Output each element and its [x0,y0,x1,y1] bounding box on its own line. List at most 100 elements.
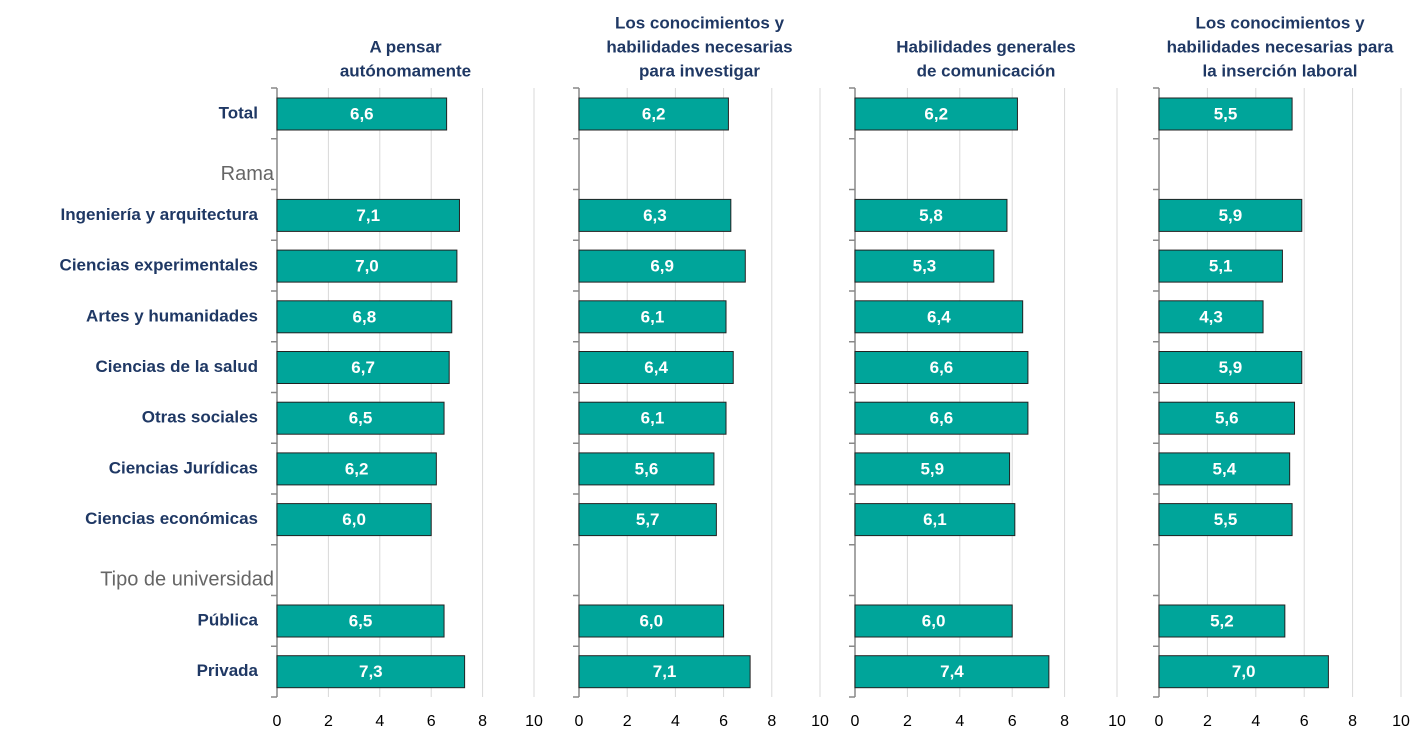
panel-title: Los conocimientos y [615,13,785,32]
panel-title: A pensar [369,37,442,56]
panel-title: la inserción laboral [1203,61,1358,80]
bar [578,503,717,537]
x-tick-label: 2 [324,713,333,730]
x-tick-label: 6 [719,713,728,730]
x-tick-label: 8 [478,713,487,730]
data-label: 6,4 [927,307,951,326]
category-label: Pública [198,610,259,629]
data-label: 5,6 [635,459,659,478]
data-label: 5,8 [919,206,943,225]
bar [1158,401,1296,435]
data-label: 6,5 [349,611,373,630]
x-tick-label: 4 [671,713,680,730]
x-tick-label: 8 [1348,713,1357,730]
data-label: 5,6 [1215,409,1239,428]
category-label: Ingeniería y arquitectura [61,205,259,224]
panel-title: para investigar [639,61,760,80]
bar [578,300,727,334]
bar [578,655,751,689]
bar [854,249,995,283]
data-label: 7,3 [359,662,383,681]
bar [276,198,460,232]
bar [854,300,1024,334]
data-label: 6,8 [353,307,377,326]
data-label: 5,4 [1213,459,1237,478]
bar [1158,452,1291,486]
x-tick-label: 8 [767,713,776,730]
data-label: 5,1 [1209,257,1233,276]
bar [276,503,432,537]
data-label: 6,1 [641,307,665,326]
x-tick-label: 4 [375,713,384,730]
x-tick-label: 4 [955,713,964,730]
data-label: 6,2 [642,104,666,123]
data-label: 5,9 [1219,358,1243,377]
bar [578,198,732,232]
x-tick-label: 10 [1392,713,1410,730]
panel-title: habilidades necesarias [606,37,792,56]
bar [578,604,725,638]
group-label: Tipo de universidad [100,569,274,591]
bar [854,198,1008,232]
bar [276,97,448,131]
panel-title: Habilidades generales [896,37,1076,56]
category-label: Total [219,103,258,122]
group-label: Rama [221,163,275,185]
panel-title: Los conocimientos y [1195,13,1365,32]
data-label: 6,0 [922,611,946,630]
data-label: 6,6 [930,358,954,377]
data-label: 5,5 [1214,104,1238,123]
bar [854,452,1011,486]
x-tick-label: 10 [811,713,829,730]
data-label: 5,7 [636,510,660,529]
bar [276,300,453,334]
category-label: Ciencias económicas [85,509,258,528]
x-tick-label: 10 [1108,713,1126,730]
bar [578,401,727,435]
bar [578,97,729,131]
bar [854,351,1029,384]
x-tick-label: 10 [525,713,543,730]
bar [1158,300,1264,334]
bar [1158,604,1286,638]
data-label: 7,1 [356,206,380,225]
bar [854,604,1013,638]
panel-title: autónomamente [340,61,471,80]
bar [276,452,437,486]
x-tick-label: 2 [903,713,912,730]
bar [1158,655,1329,689]
data-label: 5,3 [913,257,937,276]
data-label: 6,6 [350,104,374,123]
data-label: 5,9 [1219,206,1243,225]
bar [1158,97,1293,131]
data-label: 4,3 [1199,307,1223,326]
data-label: 6,5 [349,409,373,428]
bar [578,452,715,486]
category-label: Privada [197,661,259,680]
bar [854,401,1029,435]
bar [276,351,450,384]
data-label: 6,2 [345,459,369,478]
bar [854,97,1018,131]
data-label: 6,9 [650,257,674,276]
bar [276,604,445,638]
x-tick-label: 0 [1155,713,1164,730]
category-label: Ciencias experimentales [60,256,258,275]
x-tick-label: 0 [851,713,860,730]
bar [1158,503,1293,537]
data-label: 5,2 [1210,611,1234,630]
data-label: 6,0 [639,611,663,630]
x-tick-label: 4 [1251,713,1260,730]
x-tick-label: 6 [427,713,436,730]
x-tick-label: 2 [1203,713,1212,730]
bar [276,655,466,689]
data-label: 6,4 [644,358,668,377]
bar [854,503,1016,537]
data-label: 6,3 [643,206,667,225]
bar [578,249,746,283]
data-label: 6,1 [641,409,665,428]
category-label: Otras sociales [142,408,258,427]
category-label: Ciencias de la salud [95,357,258,376]
bar [1158,351,1303,384]
